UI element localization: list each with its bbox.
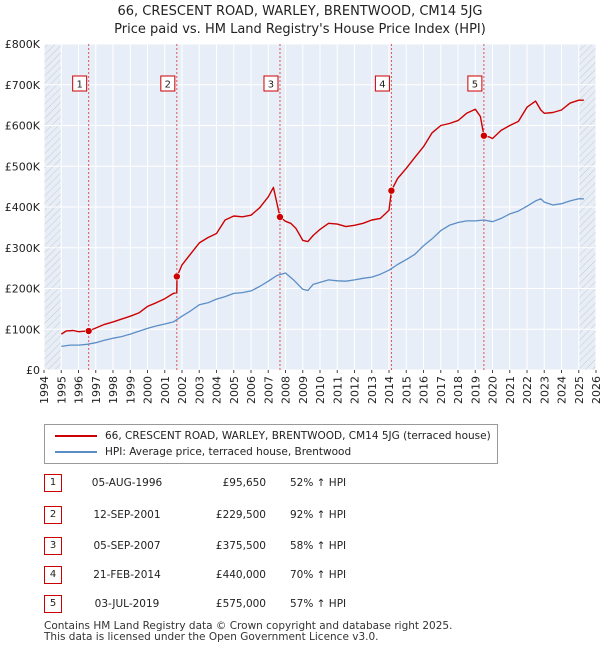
x-tick-label: 2014: [383, 376, 396, 404]
x-tick-label: 2006: [245, 376, 258, 404]
sale-date: 05-AUG-1996: [91, 477, 163, 489]
sale-point: [84, 327, 93, 335]
x-tick-label: 2003: [193, 376, 206, 404]
footer-licence: This data is licensed under the Open Gov…: [44, 631, 379, 643]
x-tick-label: 1995: [55, 376, 68, 404]
y-tick-label: £200K: [5, 283, 41, 296]
table-row: 1 05-AUG-1996 £95,650 52% ↑ HPI: [0, 474, 600, 492]
sale-badge: 4: [44, 566, 62, 584]
x-tick-label: 2001: [159, 376, 172, 404]
sale-point: [480, 131, 488, 140]
x-tick-label: 2009: [297, 376, 310, 404]
x-tick-label: 2024: [556, 376, 569, 404]
y-tick-label: £800K: [5, 38, 41, 51]
x-tick-label: 2020: [487, 376, 500, 404]
sale-box-label: 4: [379, 80, 385, 91]
table-row: 2 12-SEP-2001 £229,500 92% ↑ HPI: [0, 506, 600, 524]
x-tick-label: 2011: [331, 376, 344, 404]
x-tick-label: 1999: [124, 376, 137, 404]
legend-swatch-blue: [55, 451, 97, 453]
sale-badge: 3: [44, 537, 62, 555]
sale-price: £229,500: [215, 509, 266, 521]
y-tick-label: £100K: [5, 323, 41, 336]
x-tick-label: 2007: [262, 376, 275, 404]
legend-label-hpi: HPI: Average price, terraced house, Bren…: [105, 446, 352, 458]
sale-badge: 1: [44, 474, 62, 492]
sale-date: 21-FEB-2014: [93, 569, 161, 581]
x-tick-label: 2018: [452, 376, 465, 404]
sale-box-label: 5: [472, 80, 478, 91]
sale-point: [387, 186, 396, 195]
sale-date: 03-JUL-2019: [94, 598, 160, 610]
sale-box-label: 2: [165, 80, 171, 91]
x-tick-label: 2005: [228, 376, 241, 404]
footer-copyright: Contains HM Land Registry data © Crown c…: [44, 620, 453, 632]
sale-hpi: 70% ↑ HPI: [290, 569, 347, 581]
x-tick-label: 2022: [521, 376, 534, 404]
x-tick-label: 2002: [176, 376, 189, 404]
legend-label-property: 66, CRESCENT ROAD, WARLEY, BRENTWOOD, CM…: [105, 430, 491, 442]
x-tick-label: 2019: [469, 376, 482, 404]
x-tick-label: 2026: [590, 376, 600, 404]
sale-price: £95,650: [222, 477, 266, 489]
sale-price: £440,000: [215, 569, 266, 581]
sale-badge: 2: [44, 506, 62, 524]
sale-price: £375,500: [215, 540, 266, 552]
sale-box: [374, 75, 390, 92]
sale-price: £575,000: [215, 598, 266, 610]
x-tick-label: 1998: [107, 376, 120, 404]
sale-point: [173, 272, 181, 281]
x-tick-label: 2010: [314, 376, 327, 404]
sale-hpi: 58% ↑ HPI: [290, 540, 347, 552]
y-tick-label: £600K: [5, 120, 41, 133]
sale-hpi: 57% ↑ HPI: [290, 598, 347, 610]
x-tick-label: 2023: [538, 376, 551, 404]
x-tick-label: 2008: [280, 376, 293, 404]
chart-canvas: £0 £100K £200K £300K £400K £500K £600K £700K £80…: [5, 38, 600, 404]
y-tick-label: £400K: [5, 201, 41, 214]
x-tick-label: 2021: [504, 376, 517, 404]
x-tick-label: 2000: [142, 376, 155, 404]
sale-box: [263, 75, 279, 92]
x-tick-label: 1994: [38, 376, 51, 404]
y-tick-label: £700K: [5, 79, 41, 92]
sale-box: [72, 75, 88, 92]
sale-point: [276, 213, 284, 221]
table-row: 5 03-JUL-2019 £575,000 57% ↑ HPI: [0, 595, 600, 613]
sale-hpi: 52% ↑ HPI: [290, 477, 347, 489]
x-tick-label: 2025: [573, 376, 586, 404]
x-tick-label: 2015: [400, 376, 413, 404]
x-tick-label: 2016: [418, 376, 431, 404]
sale-box-label: 1: [76, 80, 82, 91]
x-tick-label: 2017: [435, 376, 448, 404]
table-row: 3 05-SEP-2007 £375,500 58% ↑ HPI: [0, 537, 600, 555]
x-tick-label: 2004: [211, 376, 224, 404]
x-tick-label: 1996: [73, 376, 86, 404]
y-tick-label: £0: [26, 364, 40, 377]
sale-box-label: 3: [268, 80, 274, 91]
x-tick-label: 2012: [349, 376, 362, 404]
table-row: 4 21-FEB-2014 £440,000 70% ↑ HPI: [0, 566, 600, 584]
hpi-series-line: [61, 198, 584, 348]
sale-hpi: 92% ↑ HPI: [290, 509, 347, 521]
x-tick-label: 2013: [366, 376, 379, 404]
chart-subtitle: Price paid vs. HM Land Registry's House …: [114, 22, 486, 37]
sale-date: 05-SEP-2007: [93, 540, 161, 552]
legend-swatch-red: [55, 435, 97, 437]
sale-date: 12-SEP-2001: [93, 509, 161, 521]
sale-badge: 5: [44, 595, 62, 613]
x-tick-label: 1997: [90, 376, 103, 404]
y-tick-label: £300K: [5, 242, 41, 255]
chart-title: 66, CRESCENT ROAD, WARLEY, BRENTWOOD, CM…: [117, 4, 483, 19]
legend: 66, CRESCENT ROAD, WARLEY, BRENTWOOD, CM…: [44, 424, 498, 464]
sale-box: [467, 75, 483, 92]
y-tick-label: £500K: [5, 160, 41, 173]
sale-box: [160, 75, 176, 92]
property-series-line: [60, 99, 584, 335]
